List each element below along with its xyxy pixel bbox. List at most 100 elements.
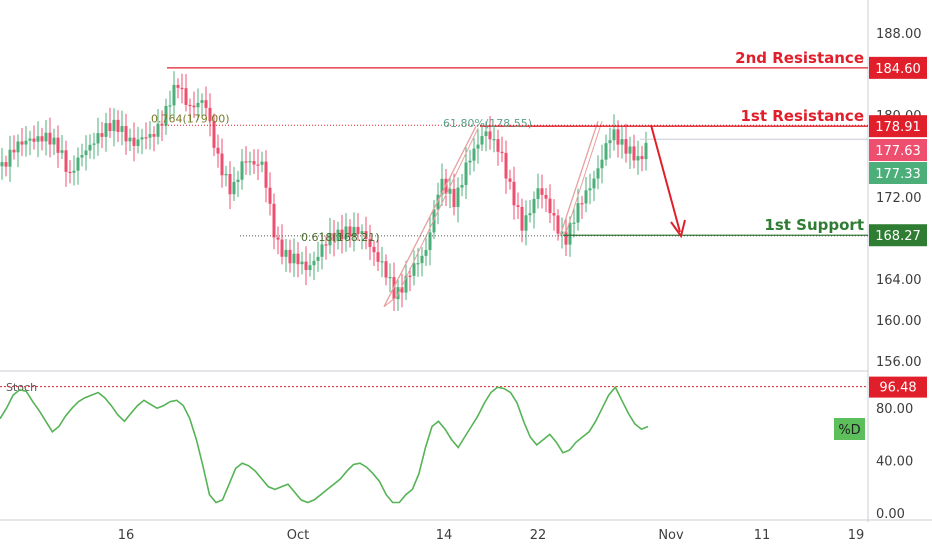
- candle-down: [356, 226, 360, 235]
- candle-up: [236, 179, 240, 182]
- candle-down: [188, 104, 192, 107]
- candle-up: [456, 187, 460, 208]
- candle-up: [536, 188, 540, 199]
- candle-down: [616, 129, 620, 145]
- candle-down: [324, 244, 328, 246]
- candle-down: [408, 275, 412, 277]
- stoch-level-badge-text: 96.48: [879, 381, 916, 396]
- candle-down: [144, 137, 148, 139]
- candle-down: [256, 164, 260, 166]
- time-tick-label: 14: [436, 528, 453, 543]
- candle-up: [620, 139, 624, 145]
- candle-up: [120, 126, 124, 132]
- candle-up: [112, 119, 116, 132]
- candle-up: [424, 250, 428, 256]
- candle-up: [596, 168, 600, 179]
- time-tick-label: Oct: [287, 528, 309, 543]
- stoch-tick-label: 80.00: [876, 402, 913, 417]
- candle-down: [556, 215, 560, 234]
- candle-up: [344, 226, 348, 240]
- candle-down: [272, 203, 276, 238]
- price-tick-label: 156.00: [876, 355, 922, 370]
- candle-up: [140, 137, 144, 140]
- candle-up: [312, 260, 316, 266]
- candle-up: [604, 143, 608, 160]
- candle-up: [588, 188, 592, 191]
- candle-down: [364, 231, 368, 239]
- candle-up: [460, 184, 464, 188]
- candle-up: [300, 261, 304, 265]
- candle-up: [388, 277, 392, 279]
- candle-up: [60, 150, 64, 153]
- level-badge-text: 178.91: [875, 120, 921, 135]
- candle-up: [600, 159, 604, 169]
- candle-down: [192, 105, 196, 108]
- candle-down: [252, 161, 256, 165]
- candle-up: [412, 263, 416, 276]
- price-badge-text: 177.63: [875, 144, 921, 159]
- candle-up: [636, 156, 640, 161]
- candle-up: [612, 129, 616, 141]
- candle-up: [404, 275, 408, 293]
- time-axis-ticks: 16 Oct 14 22 Nov 11 19: [118, 528, 865, 543]
- candle-down: [56, 137, 60, 153]
- candle-down: [400, 287, 404, 293]
- candle-down: [488, 131, 492, 140]
- candle-down: [12, 149, 16, 153]
- level-badge-resistance: [869, 115, 927, 138]
- stoch-d-badge: %D: [834, 418, 865, 440]
- candle-down: [264, 161, 268, 188]
- candle-down: [176, 84, 180, 88]
- candle-up: [292, 253, 296, 264]
- fib-swing-line: [559, 120, 599, 237]
- fib-label: 61.80%(178.55): [443, 117, 532, 130]
- candle-down: [244, 161, 248, 163]
- fibonacci-swing-drawings: [383, 120, 603, 308]
- candle-down: [552, 213, 556, 216]
- candle-up: [468, 160, 472, 163]
- candle-down: [152, 134, 156, 137]
- candle-up: [360, 231, 364, 235]
- candle-up: [172, 84, 176, 106]
- candle-down: [288, 249, 292, 264]
- candle-up: [440, 178, 444, 195]
- candle-down: [296, 253, 300, 265]
- candle-up: [156, 123, 160, 137]
- candle-down: [212, 121, 216, 148]
- time-tick-label: 19: [848, 528, 865, 543]
- candle-up: [416, 263, 420, 265]
- candle-up: [164, 105, 168, 126]
- candle-down: [160, 123, 164, 126]
- candle-up: [128, 137, 132, 142]
- candle-up: [80, 155, 84, 158]
- candle-down: [268, 187, 272, 204]
- candle-down: [368, 238, 372, 247]
- candle-up: [8, 149, 12, 167]
- candle-down: [180, 87, 184, 90]
- candle-up: [568, 223, 572, 245]
- candle-up: [308, 265, 312, 270]
- candle-down: [124, 126, 128, 142]
- price-axis-badges: 184.60 178.91 168.27 177.63 177.33: [869, 56, 927, 247]
- stoch-tick-label: 40.00: [876, 455, 913, 470]
- candle-up: [396, 287, 400, 300]
- candle-down: [220, 153, 224, 176]
- projection-arrow: [650, 124, 686, 239]
- candle-up: [0, 162, 4, 167]
- stoch-axis-ticks: 96.48 80.00 40.00 0.00: [869, 376, 927, 522]
- candle-down: [276, 237, 280, 240]
- candle-down: [228, 174, 232, 195]
- candle-down: [348, 226, 352, 237]
- candle-up: [96, 133, 100, 144]
- level-badge-support: [869, 224, 927, 247]
- level-label-support: 1st Support: [764, 216, 864, 234]
- level-label-resistance: 1st Resistance: [740, 107, 864, 125]
- candle-up: [88, 144, 92, 151]
- candle-down: [624, 139, 628, 154]
- price-tick-label: 164.00: [876, 273, 922, 288]
- candle-up: [16, 141, 20, 153]
- candle-up: [560, 231, 564, 234]
- candle-up: [240, 161, 244, 180]
- candle-up: [24, 140, 28, 145]
